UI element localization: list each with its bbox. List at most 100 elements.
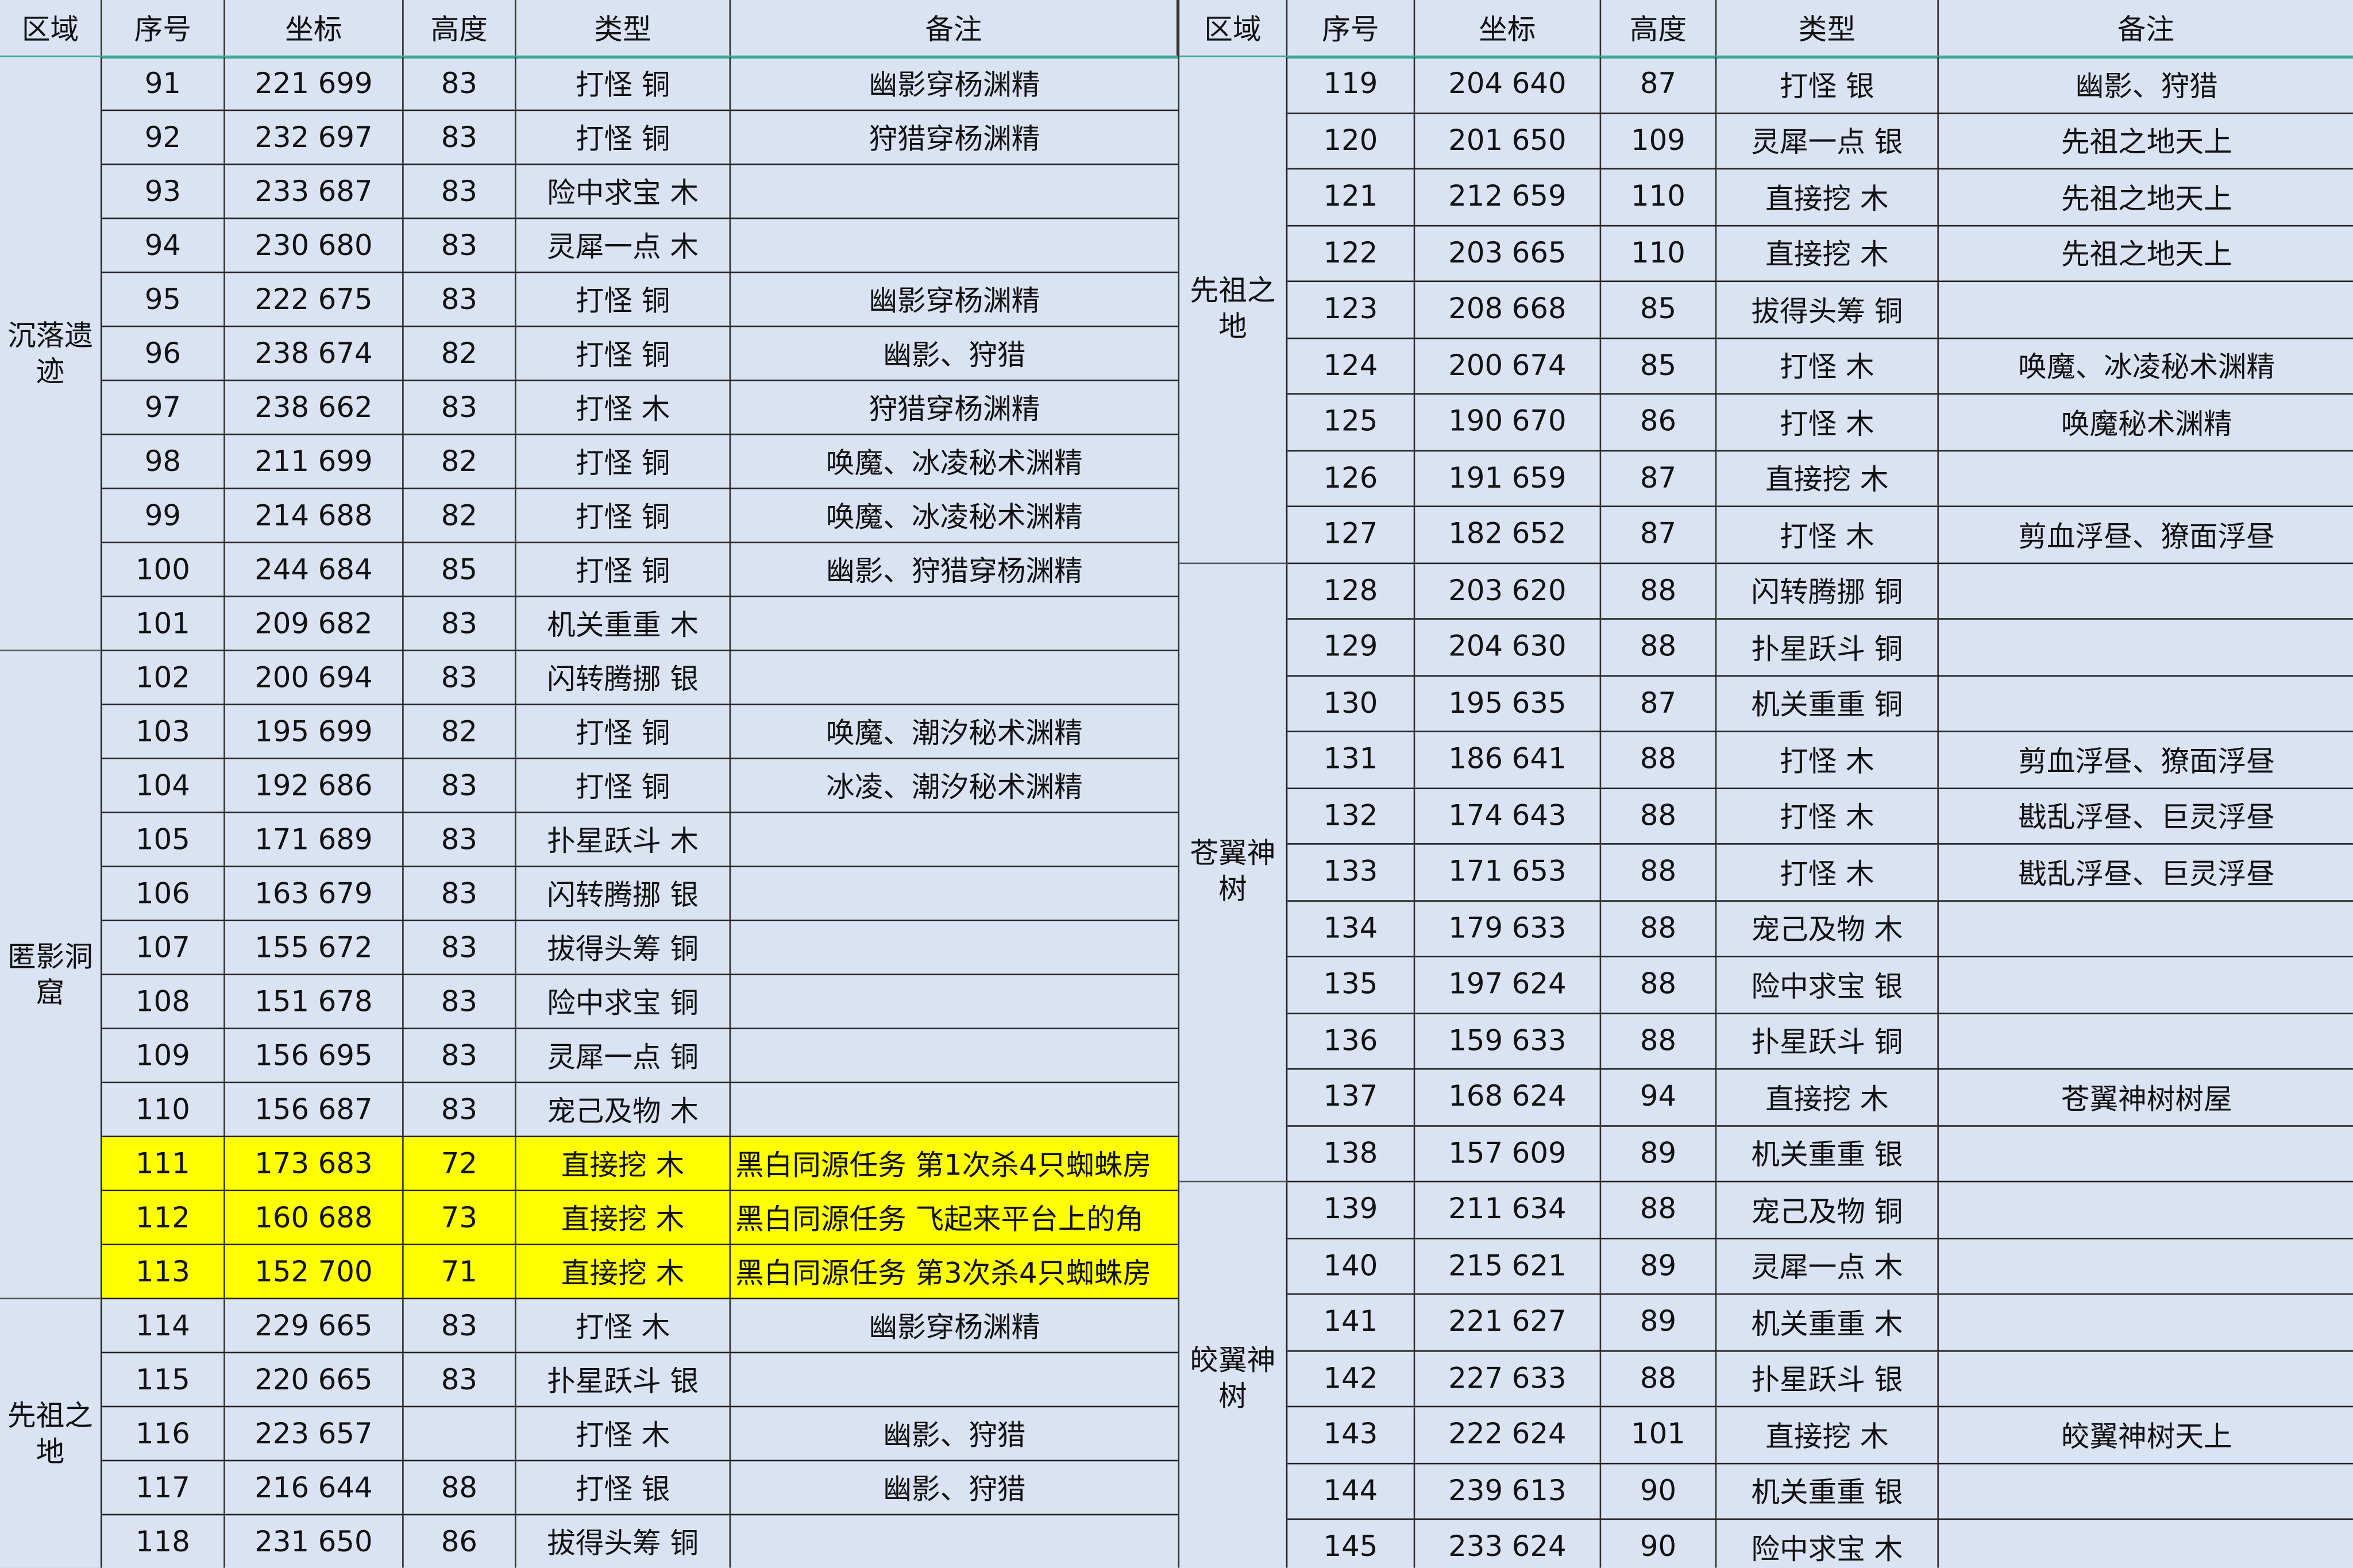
cell-coordinates[interactable]: 220 665	[225, 1353, 404, 1406]
cell-coordinates[interactable]: 152 700	[225, 1245, 404, 1298]
cell-remarks[interactable]: 戡乱浮昼、巨灵浮昼	[2018, 801, 2275, 835]
cell-coordinates[interactable]: 211 699	[225, 435, 404, 488]
cell-remarks[interactable]	[731, 975, 1178, 1028]
cell-type[interactable]: 拔得头筹 铜	[516, 1515, 731, 1568]
cell-number[interactable]: 136	[1287, 1013, 1415, 1068]
cell-height[interactable]: 85	[404, 543, 516, 596]
cell-type[interactable]: 拔得头筹 铜	[516, 921, 731, 974]
cell-number[interactable]: 132	[1287, 788, 1415, 844]
cell-type[interactable]: 直接挖 木	[1716, 226, 1939, 281]
region-cell[interactable]: 匿影洞窟	[0, 651, 102, 1300]
cell-height[interactable]: 88	[1601, 844, 1717, 900]
cell-type[interactable]: 直接挖 木	[1716, 450, 1939, 506]
cell-type[interactable]: 机关重重 银	[1716, 1463, 1939, 1519]
cell-type[interactable]: 灵犀一点 木	[1716, 1238, 1939, 1293]
cell-type[interactable]: 扑星跃斗 银	[1716, 1351, 1939, 1406]
cell-coordinates[interactable]: 179 633	[1415, 901, 1602, 956]
cell-remarks[interactable]: 幽影、狩猎	[883, 339, 1026, 372]
cell-type[interactable]: 直接挖 木	[516, 1137, 731, 1190]
cell-coordinates[interactable]: 155 672	[225, 921, 404, 974]
cell-coordinates[interactable]: 208 668	[1415, 282, 1602, 337]
cell-type[interactable]: 打怪 铜	[516, 543, 731, 596]
cell-remarks[interactable]: 皎翼神树天上	[2061, 1420, 2232, 1454]
cell-coordinates[interactable]: 244 684	[225, 543, 404, 596]
cell-remarks[interactable]: 先祖之地天上	[2061, 126, 2232, 160]
cell-remarks[interactable]	[731, 219, 1178, 271]
cell-remarks[interactable]: 先祖之地天上	[2061, 238, 2232, 272]
cell-remarks[interactable]	[1939, 1520, 2353, 1568]
cell-height[interactable]: 83	[404, 165, 516, 218]
cell-number[interactable]: 135	[1287, 957, 1415, 1012]
cell-remarks[interactable]	[1939, 451, 2353, 505]
cell-number[interactable]: 108	[102, 975, 225, 1028]
cell-type[interactable]: 打怪 铜	[516, 759, 731, 812]
header-height[interactable]: 高度	[404, 0, 516, 56]
cell-height[interactable]: 83	[404, 759, 516, 812]
cell-coordinates[interactable]: 229 665	[225, 1299, 404, 1352]
cell-coordinates[interactable]: 233 624	[1415, 1520, 1602, 1568]
cell-remarks[interactable]: 唤魔、冰凌秘术渊精	[2018, 351, 2275, 385]
cell-height[interactable]: 88	[1601, 1182, 1717, 1237]
cell-type[interactable]: 打怪 木	[1716, 507, 1939, 562]
cell-type[interactable]: 打怪 银	[516, 1461, 731, 1514]
cell-remarks[interactable]	[1939, 1126, 2353, 1180]
cell-remarks[interactable]: 黑白同源任务 第3次杀4只蜘蛛房	[735, 1257, 1152, 1291]
cell-type[interactable]: 打怪 铜	[516, 273, 731, 326]
cell-type[interactable]: 拔得头筹 铜	[1716, 282, 1939, 337]
cell-number[interactable]: 127	[1287, 507, 1415, 562]
cell-number[interactable]: 92	[102, 111, 225, 164]
cell-remarks[interactable]	[1939, 282, 2353, 337]
cell-number[interactable]: 142	[1287, 1351, 1415, 1406]
cell-number[interactable]: 101	[102, 597, 225, 650]
cell-coordinates[interactable]: 232 697	[225, 111, 404, 164]
cell-height[interactable]: 87	[1601, 57, 1717, 112]
header-region[interactable]: 区域	[1179, 0, 1288, 56]
cell-number[interactable]: 124	[1287, 338, 1415, 393]
cell-coordinates[interactable]: 216 644	[225, 1461, 404, 1514]
cell-number[interactable]: 103	[102, 705, 225, 758]
cell-height[interactable]: 71	[404, 1245, 516, 1298]
cell-type[interactable]: 打怪 铜	[516, 705, 731, 758]
cell-remarks[interactable]	[1939, 676, 2353, 731]
cell-height[interactable]: 88	[1601, 732, 1717, 787]
cell-number[interactable]: 130	[1287, 675, 1415, 731]
cell-height[interactable]	[404, 1407, 516, 1460]
cell-height[interactable]: 89	[1601, 1126, 1717, 1181]
cell-type[interactable]: 打怪 银	[1716, 57, 1939, 112]
header-number[interactable]: 序号	[102, 0, 225, 56]
cell-type[interactable]: 扑星跃斗 铜	[1716, 619, 1939, 675]
cell-remarks[interactable]: 幽影穿杨渊精	[869, 69, 1040, 102]
cell-remarks[interactable]: 剪血浮昼、獠面浮昼	[2018, 745, 2275, 779]
header-region[interactable]: 区域	[0, 0, 102, 56]
cell-height[interactable]: 82	[404, 489, 516, 542]
cell-coordinates[interactable]: 221 699	[225, 57, 404, 110]
cell-coordinates[interactable]: 204 630	[1415, 619, 1602, 675]
cell-type[interactable]: 扑星跃斗 银	[516, 1353, 731, 1406]
cell-height[interactable]: 83	[404, 57, 516, 110]
cell-remarks[interactable]	[1939, 1014, 2353, 1068]
cell-type[interactable]: 险中求宝 银	[1716, 957, 1939, 1012]
cell-remarks[interactable]	[1939, 1182, 2353, 1237]
header-remarks[interactable]: 备注	[731, 0, 1178, 56]
cell-type[interactable]: 灵犀一点 木	[516, 219, 731, 272]
cell-height[interactable]: 110	[1601, 226, 1717, 281]
cell-number[interactable]: 131	[1287, 732, 1415, 787]
cell-number[interactable]: 96	[102, 327, 225, 380]
cell-coordinates[interactable]: 223 657	[225, 1407, 404, 1460]
cell-height[interactable]: 83	[404, 219, 516, 272]
cell-coordinates[interactable]: 192 686	[225, 759, 404, 812]
cell-coordinates[interactable]: 227 633	[1415, 1351, 1602, 1406]
header-type[interactable]: 类型	[1716, 0, 1939, 56]
cell-remarks[interactable]	[1939, 957, 2353, 1012]
cell-number[interactable]: 105	[102, 813, 225, 866]
cell-number[interactable]: 120	[1287, 113, 1415, 168]
cell-type[interactable]: 闪转腾挪 银	[516, 867, 731, 920]
cell-height[interactable]: 88	[1601, 788, 1717, 844]
cell-coordinates[interactable]: 190 670	[1415, 395, 1602, 450]
cell-number[interactable]: 143	[1287, 1407, 1415, 1462]
cell-type[interactable]: 直接挖 木	[1716, 169, 1939, 225]
cell-height[interactable]: 87	[1601, 675, 1717, 731]
cell-number[interactable]: 107	[102, 921, 225, 974]
cell-height[interactable]: 101	[1601, 1407, 1717, 1462]
cell-coordinates[interactable]: 222 675	[225, 273, 404, 326]
